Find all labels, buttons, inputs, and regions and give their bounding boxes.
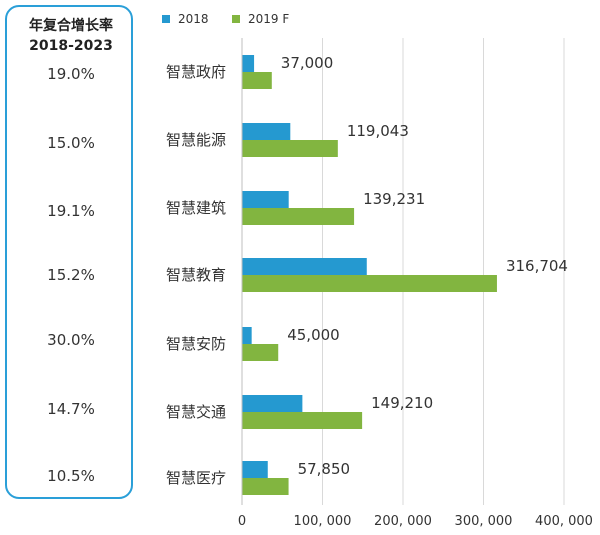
category-label: 智慧交通 — [166, 403, 226, 421]
x-tick-label: 0 — [238, 514, 246, 529]
cagr-title-line2: 2018-2023 — [29, 38, 113, 54]
cagr-value: 15.2% — [47, 266, 95, 284]
bar-2019 — [242, 412, 363, 429]
bar-2018 — [242, 55, 255, 72]
cagr-title-line1: 年复合增长率 — [29, 18, 113, 34]
bar-2019 — [242, 275, 497, 292]
data-label: 316,704 — [506, 257, 568, 275]
category-label: 智慧能源 — [166, 131, 226, 149]
cagr-value: 30.0% — [47, 331, 95, 349]
legend-label: 2019 F — [248, 12, 290, 26]
cagr-value: 10.5% — [47, 467, 95, 485]
cagr-value: 15.0% — [47, 134, 95, 152]
cagr-value: 14.7% — [47, 400, 95, 418]
bar-2018 — [242, 123, 291, 140]
data-label: 45,000 — [287, 326, 340, 344]
x-tick-label: 200, 000 — [374, 514, 432, 529]
category-label: 智慧教育 — [166, 266, 226, 284]
x-tick-label: 100, 000 — [294, 514, 352, 529]
bar-2018 — [242, 395, 303, 412]
legend-item-2018: 2018 — [162, 12, 209, 26]
bar-2019 — [242, 208, 355, 225]
data-label: 119,043 — [347, 122, 409, 140]
bar-2018 — [242, 191, 289, 208]
bar-2018 — [242, 258, 367, 275]
bar-2019 — [242, 140, 338, 157]
legend-label: 2018 — [178, 12, 209, 26]
category-label: 智慧安防 — [166, 335, 226, 353]
data-label: 139,231 — [363, 190, 425, 208]
bar-2018 — [242, 327, 252, 344]
bar-2019 — [242, 72, 272, 89]
data-label: 149,210 — [371, 394, 433, 412]
bar-2019 — [242, 478, 289, 495]
data-label: 37,000 — [281, 54, 334, 72]
legend-swatch-2018 — [162, 14, 170, 23]
x-tick-label: 400, 000 — [535, 514, 593, 529]
category-label: 智慧政府 — [166, 63, 226, 81]
bar-2018 — [242, 461, 268, 478]
data-label: 57,850 — [298, 460, 351, 478]
cagr-value: 19.1% — [47, 202, 95, 220]
cagr-title: 年复合增长率 2018-2023 — [7, 16, 135, 56]
cagr-value: 19.0% — [47, 65, 95, 83]
cagr-panel: 年复合增长率 2018-2023 19.0% 15.0% 19.1% 15.2%… — [5, 5, 133, 499]
x-tick-label: 300, 000 — [455, 514, 513, 529]
category-label: 智慧医疗 — [166, 469, 226, 487]
category-label: 智慧建筑 — [166, 199, 226, 217]
legend-item-2019: 2019 F — [232, 12, 289, 26]
bar-2019 — [242, 344, 279, 361]
legend-swatch-2019 — [232, 14, 240, 23]
